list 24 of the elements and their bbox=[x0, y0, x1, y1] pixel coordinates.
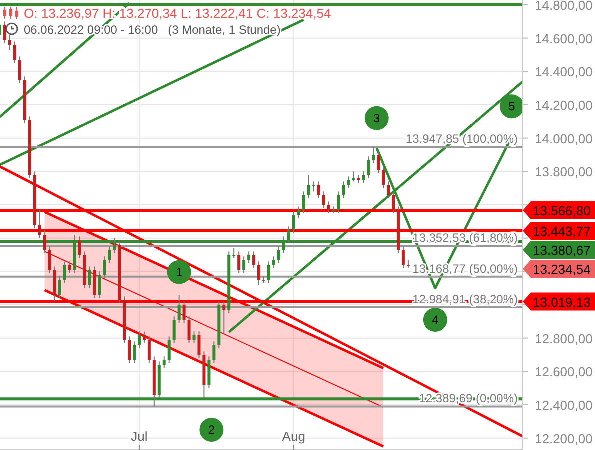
ref-line-label: 13.566,80 bbox=[533, 204, 591, 219]
ref-line-label: 13.019,13 bbox=[533, 294, 591, 310]
y-tick-label: 12.800,00 bbox=[535, 331, 593, 346]
y-tick-label: 14.400,00 bbox=[535, 64, 593, 80]
annotation: 3 bbox=[374, 111, 381, 126]
text: 13.234,54 bbox=[533, 262, 591, 278]
ref-line-label: 13.380,67 bbox=[533, 243, 591, 258]
y-tick-label: 13.800,00 bbox=[535, 164, 593, 180]
text: O: 13.236,97 H: 13.270,34 L: 13.222,41 C: 13.234,54 bbox=[24, 6, 332, 21]
annotation: 1 bbox=[176, 265, 183, 280]
ref-line-label: 13.443,77 bbox=[533, 224, 591, 240]
annotation: 5 bbox=[508, 100, 516, 114]
x-tick-label: Aug bbox=[282, 429, 306, 444]
y-tick-label: 12.200,00 bbox=[535, 431, 593, 446]
x-tick-label: Jul bbox=[131, 429, 148, 444]
annotation: 4 bbox=[432, 313, 440, 327]
y-tick-label: 14.000,00 bbox=[535, 131, 593, 146]
y-tick-label: 14.200,00 bbox=[535, 98, 593, 113]
y-tick-label: 14.800,00 bbox=[535, 0, 593, 13]
y-tick-label: 12.400,00 bbox=[535, 398, 593, 413]
y-tick-label: 14.600,00 bbox=[535, 31, 593, 46]
y-tick-label: 12.600,00 bbox=[535, 364, 593, 380]
annotation: 2 bbox=[208, 423, 216, 437]
ref-line-label: 12.389,69 (0,00%) bbox=[419, 392, 518, 406]
